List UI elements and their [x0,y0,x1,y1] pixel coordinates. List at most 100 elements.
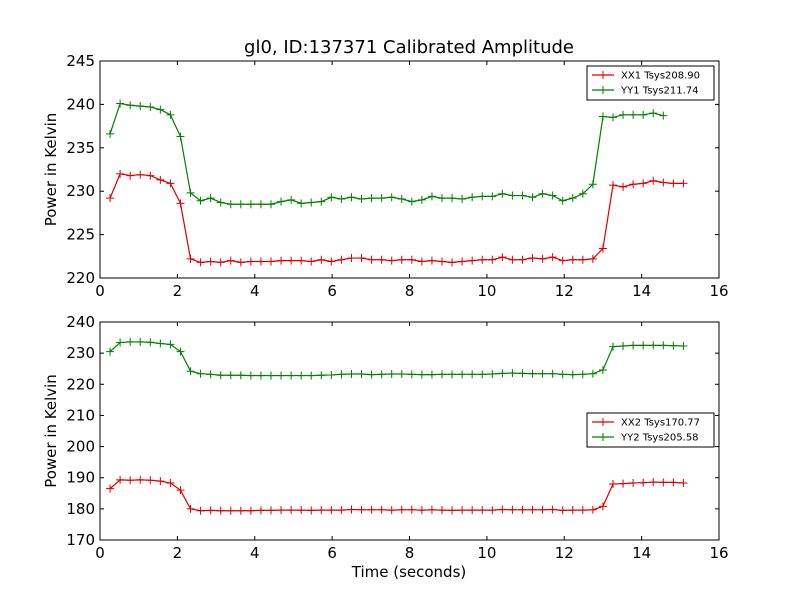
data-point [196,369,205,378]
data-point [397,370,406,379]
y-tick-label: 190 [66,469,95,487]
x-tick-label: 2 [173,544,183,562]
data-point [387,506,396,515]
series-markers-2 [106,99,668,209]
data-point [608,113,617,122]
data-point [287,256,296,265]
data-point [266,200,275,209]
data-point [468,256,477,265]
data-point [669,341,678,350]
data-point [236,200,245,209]
data-point [588,180,597,189]
data-point [277,197,286,206]
data-point [266,257,275,266]
data-point [156,175,165,184]
data-point [397,195,406,204]
data-point [166,340,175,349]
data-point [448,194,457,203]
data-point [176,132,185,141]
data-point [206,370,215,379]
data-point [649,478,658,487]
y-tick-label: 245 [66,52,95,70]
data-point [246,257,255,266]
data-point [186,504,195,513]
x-tick-label: 4 [250,544,260,562]
data-point [277,371,286,380]
x-tick-label: 2 [173,282,183,300]
data-point [337,370,346,379]
legend-marker [599,433,607,441]
data-point [307,506,316,515]
data-point [417,195,426,204]
data-point [327,193,336,202]
legend-marker [599,86,607,94]
data-point [629,341,638,350]
x-tick-label: 16 [709,282,728,300]
data-point [578,506,587,515]
data-point [146,338,155,347]
data-point [437,257,446,266]
data-point [598,244,607,253]
data-point [126,476,135,485]
data-point [619,110,628,119]
x-tick-label: 14 [632,544,651,562]
data-point [629,479,638,488]
data-point [679,479,688,488]
data-point [136,475,145,484]
data-point [196,258,205,267]
data-point [598,502,607,511]
data-point [226,371,235,380]
data-point [287,195,296,204]
data-point [206,194,215,203]
data-point [548,369,557,378]
legend-label: XX2 Tsys170.77 [621,418,700,429]
data-point [528,505,537,514]
y-tick-label: 230 [66,182,95,200]
data-point [538,369,547,378]
data-point [277,506,286,515]
data-point [508,505,517,514]
legend-label: XX1 Tsys208.90 [621,71,700,82]
data-point [176,347,185,356]
data-point [377,505,386,514]
data-point [176,486,185,495]
data-point [246,200,255,209]
data-point [146,476,155,485]
data-point [166,110,175,119]
data-point [116,475,125,484]
data-point [558,256,567,265]
data-point [236,371,245,380]
y-tick-label: 220 [66,375,95,393]
data-point [206,506,215,515]
legend-label: YY1 Tsys211.74 [620,86,699,97]
data-point [488,506,497,515]
data-point [538,254,547,263]
data-point [106,194,115,203]
data-point [136,102,145,111]
data-point [367,255,376,264]
data-point [367,194,376,203]
chart-title: gl0, ID:137371 Calibrated Amplitude [244,37,574,58]
data-point [458,257,467,266]
x-tick-label: 0 [95,282,105,300]
legend-label: YY2 Tsys205.58 [620,433,699,444]
data-point [417,370,426,379]
data-point [629,180,638,189]
data-point [578,255,587,264]
data-point [196,196,205,205]
data-point [417,506,426,515]
data-point [106,484,115,493]
data-point [287,371,296,380]
data-point [297,506,306,515]
legend-frame [586,412,715,448]
y-tick-label: 200 [66,438,95,456]
data-point [588,369,597,378]
y-tick-label: 180 [66,500,95,518]
data-point [498,369,507,378]
series-markers-1 [106,475,688,515]
data-point [588,254,597,263]
series-line-1 [109,479,684,512]
data-point [639,478,648,487]
data-point [307,198,316,207]
